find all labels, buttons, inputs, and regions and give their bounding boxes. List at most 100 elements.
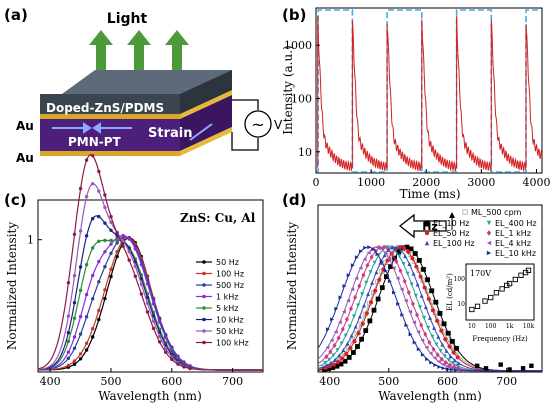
chart-d-point xyxy=(387,257,392,262)
chart-d-point xyxy=(395,245,399,250)
chart-c-point xyxy=(66,314,71,318)
chart-c-point xyxy=(97,280,101,284)
chart-d-point xyxy=(349,333,354,338)
chart-c-legend-label: 100 kHz xyxy=(216,339,249,348)
chart-d-point xyxy=(367,245,372,250)
chart-d-point xyxy=(390,245,395,250)
chart-c-point xyxy=(176,362,180,366)
chart-d-point xyxy=(369,254,374,260)
chart-d-point xyxy=(325,345,330,350)
chart-d-point xyxy=(385,245,389,250)
chart-d-point xyxy=(331,353,336,358)
strain-arrow-side xyxy=(189,123,213,141)
chart-d-point xyxy=(408,252,413,258)
chart-c-point xyxy=(97,317,101,322)
chart-c-point xyxy=(133,274,137,278)
au-top-label: Au xyxy=(16,119,34,133)
chart-d-point xyxy=(382,253,387,258)
chart-d-point xyxy=(337,353,342,358)
chart-b-xtick-label: 3000 xyxy=(467,176,495,189)
chart-c-xtick-label: 700 xyxy=(222,375,243,388)
chart-c-point xyxy=(84,158,89,162)
chart-d-legend-label: EL_4 kHz xyxy=(495,239,531,248)
chart-c-point xyxy=(164,346,168,350)
chart-c-point xyxy=(84,234,89,238)
chart-d-point xyxy=(386,247,391,252)
chart-d-point xyxy=(367,318,373,324)
chart-d-point xyxy=(449,338,455,344)
chart-d-point xyxy=(429,288,435,294)
chart-b-frame xyxy=(315,7,543,174)
chart-d-point xyxy=(331,362,336,367)
bottom-electrode-side xyxy=(180,127,232,156)
chart-c-point xyxy=(157,320,162,324)
chart-d-point xyxy=(390,251,395,257)
chart-c-point xyxy=(121,239,125,243)
chart-c-point xyxy=(78,332,83,336)
chart-c-point xyxy=(72,316,77,320)
chart-d-point xyxy=(324,354,329,360)
chart-c-legend-marker xyxy=(202,260,206,264)
chart-c-legend-marker xyxy=(202,306,206,310)
chart-c-point xyxy=(109,267,113,271)
chart-d-frame xyxy=(317,204,543,373)
chart-d-point xyxy=(412,251,418,256)
chart-d-point xyxy=(395,276,400,281)
chart-d-point xyxy=(451,350,456,355)
chart-c-point xyxy=(103,238,107,243)
chart-d-point xyxy=(425,357,430,362)
chart-d-point xyxy=(401,262,406,266)
chart-c-point xyxy=(91,335,95,339)
light-label: Light xyxy=(107,11,148,27)
chart-c-point xyxy=(91,154,95,158)
chart-b-xtick-label: 4000 xyxy=(522,176,550,189)
chart-c-point xyxy=(97,239,101,243)
chart-d-point xyxy=(415,312,419,318)
inset-point xyxy=(474,303,481,310)
chart-d-point xyxy=(356,331,361,336)
chart-c-point xyxy=(91,246,95,250)
strain-arrows xyxy=(52,122,213,141)
chart-c-point xyxy=(103,205,107,210)
chart-d-point xyxy=(350,263,355,268)
inset-point xyxy=(512,276,518,283)
hz-arrow: Hz xyxy=(398,212,455,239)
chart-b-xtick-label: 0 xyxy=(313,176,320,189)
chart-d-point xyxy=(352,314,356,319)
chart-d-point xyxy=(327,357,332,362)
chart-c-point xyxy=(66,281,71,285)
chart-d-point xyxy=(415,282,420,287)
chart-d-point xyxy=(387,279,392,284)
chart-d-point xyxy=(416,257,422,263)
chart-d-point xyxy=(357,314,362,319)
chart-d-point xyxy=(330,317,335,322)
chart-c-point xyxy=(72,301,77,305)
chart-d-point xyxy=(405,271,410,276)
panel-c-label: (c) xyxy=(4,191,27,209)
chart-c-point xyxy=(78,314,83,319)
zns-side xyxy=(180,70,232,118)
chart-d-point xyxy=(410,301,415,307)
chart-d-point xyxy=(392,290,396,295)
chart-d-point xyxy=(441,362,445,367)
chart-c-point xyxy=(84,194,89,199)
chart-d-point xyxy=(379,259,384,264)
chart-c-point xyxy=(115,250,119,254)
chart-d-point xyxy=(373,288,378,293)
chart-c-legend-marker xyxy=(202,294,206,299)
chart-d-point xyxy=(352,339,357,344)
chart-d-point xyxy=(357,283,362,289)
chart-c-point xyxy=(145,282,150,286)
chart-c-point xyxy=(145,310,150,314)
chart-d-point xyxy=(455,355,460,360)
chart-c-point xyxy=(72,273,77,278)
chart-c-point xyxy=(109,228,113,232)
chart-c-point xyxy=(66,339,71,344)
chart-d-point xyxy=(422,285,427,290)
chart-c-point xyxy=(66,331,71,335)
chart-d-point xyxy=(427,339,432,346)
chart-d-point xyxy=(442,354,447,359)
chart-d-point xyxy=(452,364,457,370)
chart-d-point xyxy=(404,323,409,328)
